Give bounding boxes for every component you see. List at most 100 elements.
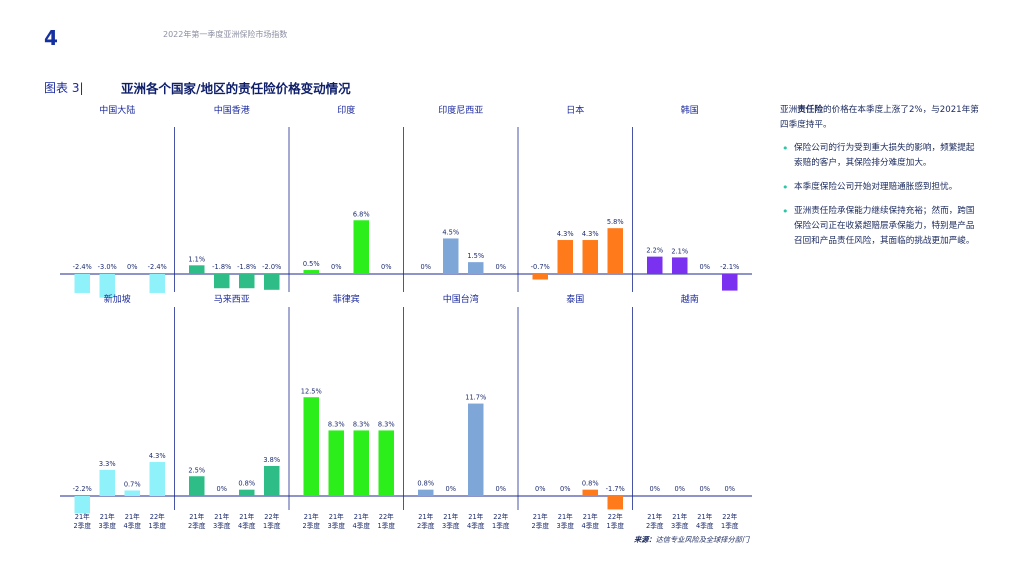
x-tick-label: 21年 [329,512,344,521]
commentary-bullets: 保险公司的行为受到重大损失的影响，频繁提起索赔的客户，其保险排分难度加大。 本季… [780,141,980,249]
data-label: 11.7% [465,394,486,402]
bar [149,274,165,293]
data-label: 0.5% [303,260,320,268]
x-tick-label: 21年 [558,512,573,521]
x-tick-label: 1季度 [149,521,167,530]
x-tick-label: 21年 [75,512,90,521]
panel-title: 韩国 [681,104,699,116]
panel-title: 日本 [566,104,584,116]
x-tick-label: 21年 [214,512,229,521]
data-label: 2.5% [188,466,205,474]
panel-title: 印度 [337,104,355,116]
x-tick-label: 4季度 [582,521,600,530]
data-label: 0% [560,485,570,493]
x-tick-label: 3季度 [328,521,346,530]
bar [378,430,394,496]
commentary-bullet: 本季度保险公司开始对理赔通胀感到担忧。 [780,180,980,195]
bar [189,476,205,496]
panel-title: 马来西亚 [214,294,250,305]
x-tick-label: 3季度 [671,521,689,530]
x-tick-label: 21年 [189,512,204,521]
data-label: -3.0% [98,263,117,271]
data-label: 0% [700,263,710,271]
x-tick-label: 22年 [493,512,508,521]
x-tick-label: 4季度 [696,521,714,530]
bar [239,489,255,496]
bar [99,274,115,298]
x-tick-label: 2季度 [646,521,664,530]
x-tick-label: 22年 [722,512,737,521]
bar [99,469,115,496]
data-label: 4.3% [582,230,599,238]
bar [189,265,205,274]
data-label: 0% [700,485,710,493]
data-label: 4.3% [149,452,166,460]
commentary-highlight: 责任险 [797,105,823,115]
x-tick-label: 21年 [533,512,548,521]
x-tick-label: 21年 [354,512,369,521]
panel-title: 中国香港 [214,104,250,116]
bar [607,496,623,510]
x-tick-label: 1季度 [721,521,739,530]
data-label: 4.3% [557,230,574,238]
data-label: 8.3% [378,420,395,428]
data-label: -1.7% [606,485,625,493]
data-label: -0.7% [531,263,550,271]
figure-label: 图表 3| [44,81,84,95]
bar [468,403,484,496]
panel-title: 中国台湾 [443,293,479,305]
data-label: 2.1% [671,247,688,255]
x-tick-label: 3季度 [213,521,231,530]
bar [264,465,280,496]
x-tick-label: 21年 [418,512,433,521]
data-label: 0% [331,263,341,271]
commentary-intro: 亚洲责任险的价格在本季度上涨了2%，与2021年第四季度持平。 [780,105,979,130]
bar [647,256,663,274]
x-tick-label: 21年 [697,512,712,521]
data-label: 3.3% [99,460,116,468]
bar [149,462,165,496]
bar [74,274,90,293]
x-tick-label: 3季度 [442,521,460,530]
bar [303,270,319,274]
data-label: -2.4% [148,263,167,271]
commentary-panel: 亚洲责任险的价格在本季度上涨了2%，与2021年第四季度持平。 保险公司的行为受… [780,103,980,258]
x-tick-label: 1季度 [492,521,510,530]
bar [124,490,140,496]
x-tick-label: 2季度 [74,521,92,530]
x-tick-label: 2季度 [303,521,321,530]
x-tick-label: 21年 [672,512,687,521]
x-tick-label: 22年 [264,512,279,521]
panel-title: 菲律宾 [333,293,360,305]
data-label: -1.8% [212,263,231,271]
data-label: 0.7% [124,480,141,488]
bar [353,430,369,496]
data-label: 0% [675,485,685,493]
x-tick-label: 21年 [100,512,115,521]
source-note: 来源：达信专业风险及全球择分部门 [634,535,750,544]
x-tick-label: 22年 [608,512,623,521]
x-tick-label: 21年 [239,512,254,521]
data-label: 0.8% [582,480,599,488]
bar [443,238,459,274]
data-label: 0% [535,485,545,493]
data-label: -2.2% [73,485,92,493]
x-tick-label: 1季度 [263,521,281,530]
data-label: 0% [421,263,431,271]
x-tick-label: 4季度 [467,521,485,530]
data-label: 0% [381,263,391,271]
data-label: 1.1% [188,255,205,263]
bar [74,496,90,514]
report-header: 2022年第一季度亚洲保险市场指数 [163,30,288,39]
bar [418,489,434,496]
x-tick-label: 1季度 [378,521,396,530]
panel-title: 新加坡 [104,293,131,305]
data-label: 6.8% [353,210,370,218]
bar [557,240,573,274]
x-tick-label: 4季度 [238,521,256,530]
panel-title: 中国大陆 [99,104,135,116]
data-label: 8.3% [328,420,345,428]
data-label: 0% [127,263,137,271]
data-label: 0.8% [238,480,255,488]
